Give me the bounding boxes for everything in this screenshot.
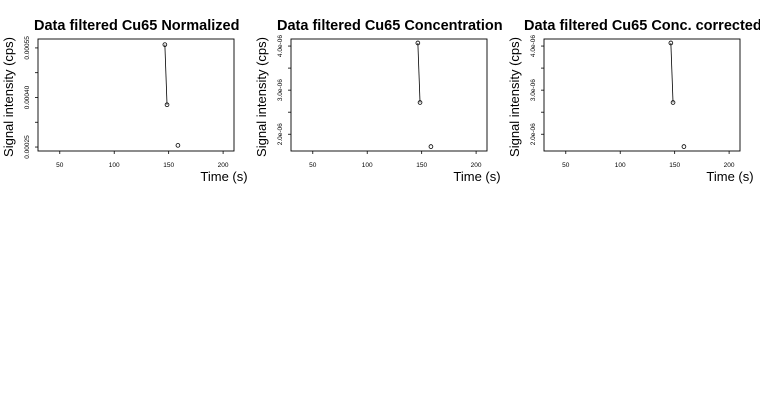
x-axis-label: Time (s) [453,169,500,184]
x-tick-label: 200 [471,162,482,169]
data-point [428,144,434,149]
chart-title: Data filtered Cu65 Normalized [34,18,239,34]
y-tick-label: 4.0e-06 [277,35,284,57]
y-tick-label: 0.00055 [24,36,31,60]
data-point [164,102,170,108]
y-tick-label: 0.00025 [24,135,31,159]
plot-frame [543,38,741,152]
x-tick-label: 150 [669,162,680,169]
x-tick-label: 200 [218,162,229,169]
x-tick-label: 150 [163,162,174,169]
data-point [175,143,181,148]
y-axis-label: Signal intensity (cps) [254,37,269,157]
chart-panel-2: Data filtered Cu65 Concentration Signal i… [254,18,503,184]
x-tick-label: 100 [615,162,626,169]
x-axis-label: Time (s) [706,169,753,184]
data-point [668,40,674,46]
series-line-segment [417,42,421,103]
y-tick-label: 4.0e-06 [530,35,537,57]
x-tick-label: 50 [309,162,317,169]
y-axis-label: Signal intensity (cps) [1,37,16,157]
x-tick-label: 50 [56,162,64,169]
data-point [681,144,687,149]
x-tick-label: 150 [416,162,427,169]
plot-frame [290,38,488,152]
data-point [417,100,423,105]
plot-frame [37,38,235,152]
chart-title: Data filtered Cu65 Conc. corrected [524,18,760,34]
x-tick-label: 50 [562,162,570,169]
chart-panel-3: Data filtered Cu65 Conc. correctedSignal… [507,18,760,184]
y-tick-label: 3.0e-06 [530,79,537,101]
chart-title: Data filtered Cu65 Concentration [277,18,503,34]
data-point [670,100,676,105]
y-axis-label: Signal intensity (cps) [507,37,522,157]
data-point [162,42,168,47]
y-tick-label: 0.00040 [24,85,31,109]
series-line-segment [670,42,674,103]
x-tick-label: 200 [724,162,735,169]
y-tick-label: 3.0e-06 [277,79,284,101]
data-point [415,40,421,46]
x-axis-label: Time (s) [200,169,247,184]
x-tick-label: 100 [362,162,373,169]
x-tick-label: 100 [109,162,120,169]
y-tick-label: 2.0e-06 [277,123,284,145]
chart-panel-1: Data filtered Cu65 Normalized Signal inte… [1,18,248,184]
y-tick-label: 2.0e-06 [530,123,537,145]
series-line-segment [164,44,168,105]
